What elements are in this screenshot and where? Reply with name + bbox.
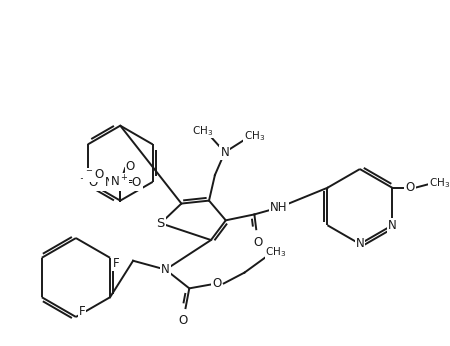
Text: N: N bbox=[388, 219, 397, 232]
Text: O: O bbox=[254, 236, 263, 248]
Text: $^-$O─N$^+$═O: $^-$O─N$^+$═O bbox=[78, 175, 142, 191]
Text: F: F bbox=[78, 304, 85, 318]
Text: F: F bbox=[112, 257, 119, 270]
Text: $^-$O: $^-$O bbox=[84, 169, 105, 181]
Text: O: O bbox=[179, 315, 188, 327]
Text: O: O bbox=[212, 277, 221, 290]
Text: O: O bbox=[126, 160, 135, 173]
Text: S: S bbox=[157, 217, 165, 230]
Text: N: N bbox=[161, 263, 170, 276]
Text: CH$_3$: CH$_3$ bbox=[244, 130, 265, 144]
Text: N$^+$: N$^+$ bbox=[110, 174, 129, 190]
Text: CH$_3$: CH$_3$ bbox=[266, 245, 287, 259]
Text: N: N bbox=[356, 237, 364, 251]
Text: O: O bbox=[405, 181, 415, 194]
Text: CH$_3$: CH$_3$ bbox=[429, 176, 450, 190]
Text: N: N bbox=[220, 146, 229, 159]
Text: CH$_3$: CH$_3$ bbox=[192, 124, 213, 137]
Text: NH: NH bbox=[270, 201, 288, 214]
